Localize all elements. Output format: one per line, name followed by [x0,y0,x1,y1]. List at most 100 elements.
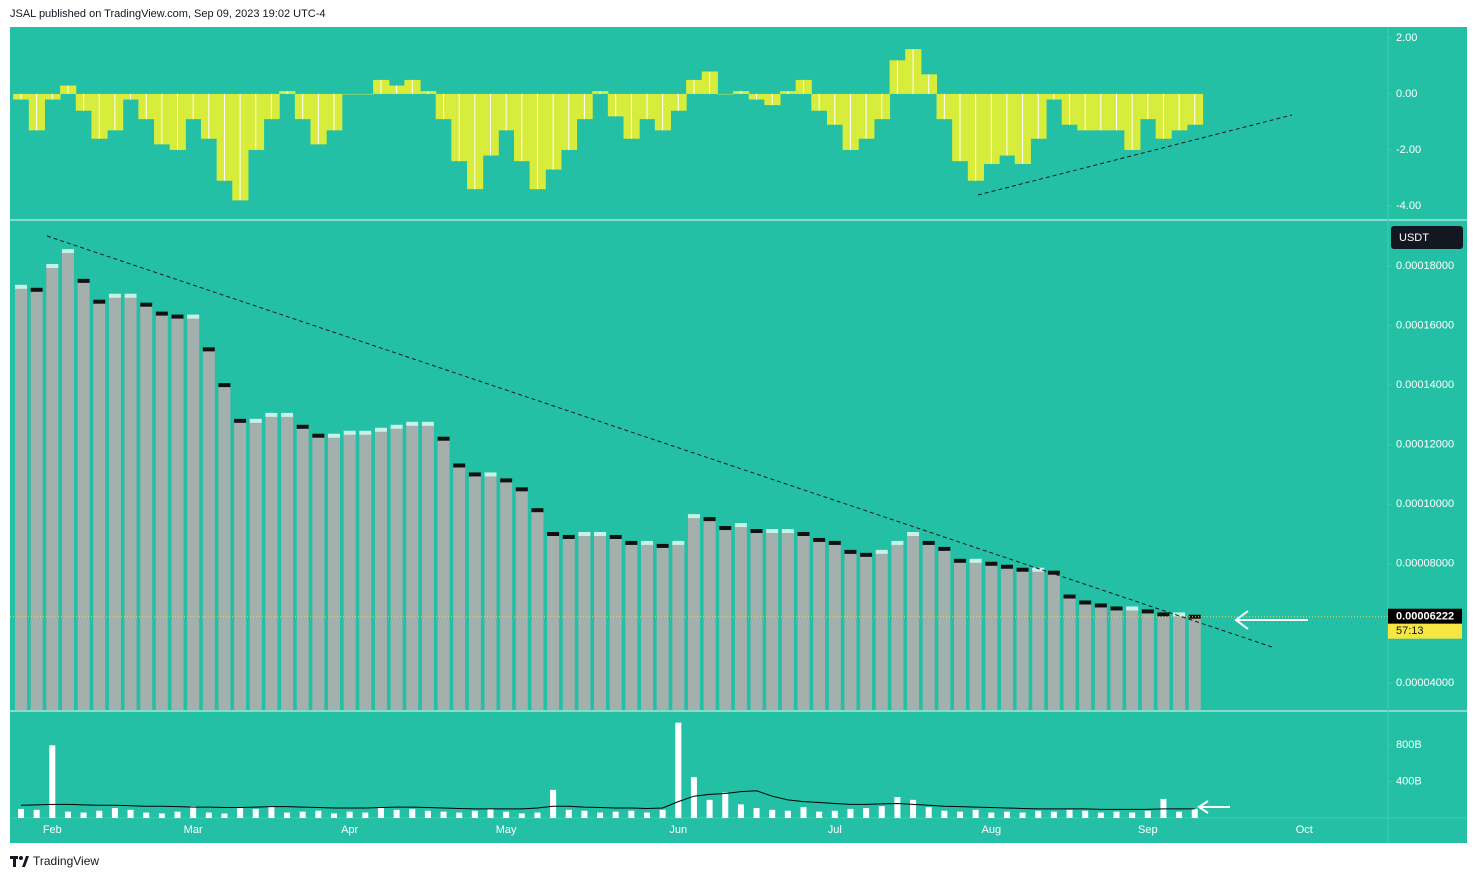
oscillator-area [357,93,374,95]
volume-bar [941,810,948,818]
price-bar [187,316,200,710]
price-bar [922,542,935,710]
price-bar [77,280,90,710]
trend-line [977,114,1293,196]
tradingview-logo [10,856,29,867]
price-bar-cap [421,421,434,426]
price-bar-cap [719,526,732,531]
volume-bar [1191,808,1198,818]
price-bar-cap [813,537,826,542]
footer: TradingView [33,854,99,868]
price-bar-cap [390,424,403,429]
price-bar-cap [687,514,700,519]
price-bar [781,531,794,710]
volume-bar [284,812,291,818]
volume-bar [518,813,525,818]
volume-bar [722,792,729,818]
price-bar [61,251,74,711]
volume-bar [675,722,682,818]
volume-bar [331,813,337,818]
last-price-badge [1388,608,1462,624]
price-bar-cap [30,287,43,292]
price-bar-cap [15,284,27,289]
price-bar-cap [249,418,262,423]
price-bar-cap [1063,594,1076,599]
volume-bar [80,812,87,818]
volume-bar [769,809,776,818]
price-bar-cap [1188,614,1201,619]
price-bar-cap [484,472,497,477]
y-tick-label: 0.00010000 [1396,498,1454,510]
price-bar-cap [140,302,153,307]
price-bar-cap [797,531,810,536]
volume-bar [831,810,838,818]
arrow [1197,800,1230,814]
volume-bar [503,811,510,818]
volume-bar [424,810,431,818]
price-bar-cap [656,543,669,548]
price-bar [468,474,481,710]
price-bar-cap [594,531,607,536]
volume-bar [1050,811,1057,818]
price-bar-cap [1173,612,1186,617]
price-bar [108,295,121,710]
price-bar [171,316,184,710]
price-bar [891,542,904,710]
volume-bar [1129,812,1136,818]
price-bar-cap [1157,612,1170,617]
price-bar [813,539,826,710]
volume-bar [1066,809,1073,818]
volume-bar [597,812,604,818]
volume-bar [628,810,635,818]
price-bar [1094,605,1107,710]
oscillator-area [717,93,734,95]
price-bar [656,545,669,710]
volume-bar [64,811,71,818]
price-bar-cap [93,299,106,304]
price-bar [15,286,27,710]
price-bar [969,560,982,710]
price-bar [703,519,716,710]
price-bar-cap [922,540,935,545]
price-bar [641,542,653,710]
price-bar [1047,572,1060,710]
price-bar-cap [437,436,450,441]
price-bar-cap [468,472,481,477]
trend-line [46,235,1273,648]
price-bar [860,554,873,710]
price-bar [124,295,137,710]
price-bar [202,349,215,710]
price-bar [328,435,340,710]
arrow [1234,610,1308,630]
price-bar [766,531,779,710]
volume-bar [1003,811,1010,818]
price-bar-cap [61,249,74,254]
price-bar-cap [124,293,137,298]
price-bar-cap [500,478,513,483]
volume-bar [706,799,713,818]
volume-bar [1035,810,1042,818]
volume-bar [18,808,24,818]
price-bar-cap [328,433,340,438]
price-bar-cap [171,314,184,319]
volume-bar [847,808,854,818]
volume-bar [690,777,697,818]
volume-bar [816,811,823,818]
price-bar-cap [578,531,591,536]
price-bar [249,420,262,710]
price-bar-cap [406,421,419,426]
price-bar-cap [187,314,200,319]
volume-bar [800,807,807,818]
volume-bar [393,809,400,818]
price-bar [1188,616,1201,710]
price-bar [437,438,450,710]
volume-bar [205,812,212,818]
price-bar-cap [374,427,387,432]
price-bar-cap [1016,567,1029,572]
volume-bar [1019,812,1026,818]
volume-bar [49,745,56,818]
x-tick-label: Mar [184,824,203,836]
volume-bar [565,809,572,818]
volume-bar [1176,811,1183,818]
